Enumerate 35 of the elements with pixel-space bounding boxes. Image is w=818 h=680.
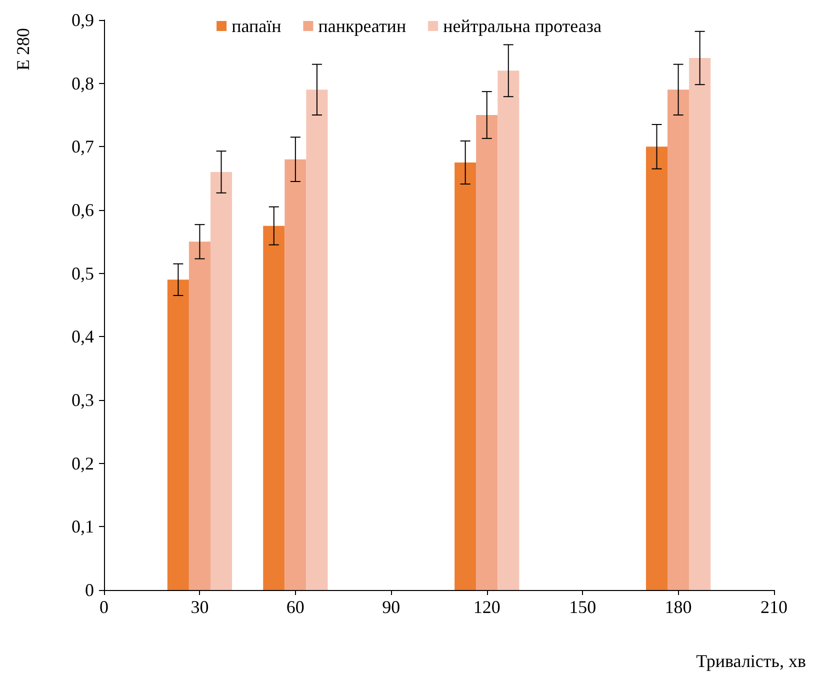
bar (689, 58, 711, 590)
bar (306, 90, 328, 590)
bar (476, 115, 498, 590)
x-tick-label: 90 (382, 597, 400, 617)
bar (646, 146, 668, 590)
bar (210, 172, 232, 590)
bar (263, 226, 285, 590)
y-tick-label: 0,1 (72, 516, 94, 537)
bar (284, 159, 306, 590)
bar (167, 280, 189, 590)
y-axis-title: E 280 (13, 28, 33, 70)
x-tick-label: 30 (190, 597, 209, 617)
bar (454, 162, 476, 590)
x-tick-label: 210 (760, 597, 788, 617)
y-tick-label: 0,7 (72, 136, 94, 157)
y-tick-label: 0,4 (72, 326, 94, 347)
y-tick-label: 0,8 (72, 73, 94, 94)
bar (668, 90, 690, 590)
bar (188, 242, 210, 590)
legend-label: нейтральна протеаза (443, 16, 602, 36)
y-tick-label: 0,3 (72, 390, 94, 410)
y-tick-label: 0,6 (72, 200, 94, 220)
legend-label: панкреатин (318, 16, 406, 36)
y-tick-label: 0,9 (72, 10, 94, 30)
x-tick-label: 180 (664, 597, 692, 617)
y-tick-label: 0,5 (72, 263, 94, 284)
x-tick-label: 150 (569, 597, 596, 617)
x-axis-title: Тривалість, хв (696, 651, 806, 671)
x-tick-label: 120 (473, 597, 500, 617)
x-tick-label: 0 (100, 597, 108, 617)
y-tick-label: 0 (85, 580, 94, 600)
y-tick-label: 0,2 (72, 453, 94, 474)
bar (498, 70, 520, 590)
x-tick-label: 60 (286, 597, 304, 617)
legend-label: папаїн (232, 16, 282, 36)
